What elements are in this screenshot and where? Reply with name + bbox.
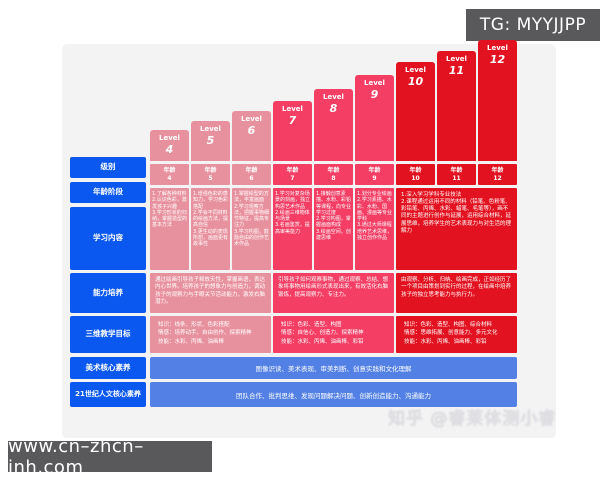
row-label-c21: 21世纪人文核心素养 <box>70 382 146 407</box>
level-word: Level <box>241 115 262 123</box>
level-number: 6 <box>247 123 256 137</box>
age-cell-4: 年龄 4 <box>150 164 189 185</box>
age-value: 9 <box>372 174 377 182</box>
level-number: 12 <box>489 52 506 66</box>
ability-cell-7-9: 引导孩子如何观察事物，通过观察、总结、想象将事物用绘画形式表现出来，有效活化右脑… <box>273 273 394 313</box>
content-cell-5: 1.增强色彩的感知力，学习色彩搭配 2.学会不同材料的绘画方法，提高自信 3.更… <box>191 188 230 270</box>
ability-cell-4-6: 通过绘画引导孩子释放天性，掌握画语，表达内心世界。培养孩子的想象力与创造力，调动… <box>150 273 271 313</box>
row-label-level: 级别 <box>70 157 146 178</box>
level-column-9: Level 9 <box>355 75 394 161</box>
age-cell-5: 年龄 5 <box>191 164 230 185</box>
age-word: 年龄 <box>368 166 381 174</box>
level-column-11: Level 11 <box>437 51 476 161</box>
content-cell-7: 1.学习对复杂场景的刻画，独立构思艺术作品 2.绘画三维物体与场景 3.名画鉴赏… <box>273 188 312 270</box>
level-number: 4 <box>165 142 174 156</box>
content-cell-8: 1.接触创意素描、水粉、彩铅等课程，向专业学习过度 2.学习构图，掌握画面构成 … <box>314 188 353 270</box>
age-word: 年龄 <box>163 166 176 174</box>
level-number: 5 <box>206 133 215 147</box>
tg-contact-badge: TG: MYYJJPP <box>466 9 600 41</box>
c21-literacy-bar: 团队合作、批判思维、发现问题解决问题、创新创造能力、沟通能力 <box>150 382 517 407</box>
age-cell-6: 年龄 6 <box>232 164 271 185</box>
age-value: 10 <box>411 174 420 182</box>
level-word: Level <box>364 79 385 87</box>
level-column-10: Level 10 <box>396 62 435 161</box>
row-label-art-core: 美术核心素养 <box>70 357 146 379</box>
level-column-12: Level 12 <box>478 40 517 161</box>
level-number: 7 <box>288 113 297 127</box>
age-word: 年龄 <box>450 166 463 174</box>
content-cell-10-12: 1.深入学习学科专业技法 2.课程通过运用不同的材料（铅笔、色粉笔、彩铅笔、丙烯… <box>396 188 517 270</box>
level-column-5: Level 5 <box>191 121 230 161</box>
level-column-8: Level 8 <box>314 89 353 161</box>
age-cell-8: 年龄 8 <box>314 164 353 185</box>
level-column-6: Level 6 <box>232 111 271 161</box>
age-word: 年龄 <box>409 166 422 174</box>
content-cell-4: 1.了解各种材料 2.认识色彩，激发孩子兴趣 3.学习形状的归纳，掌握造型的基本… <box>150 188 189 270</box>
level-number: 11 <box>448 63 465 77</box>
content-cell-9: 1.划分专业绘画 2.学习素描、水彩、水粉、国画、漫画等专业学科 3.通过大师课… <box>355 188 394 270</box>
row-label-age: 年龄阶段 <box>70 182 146 203</box>
curriculum-chart-card: 级别 年龄阶段 学习内容 能力培养 三维教学目标 美术核心素养 21世纪人文核心… <box>62 40 556 438</box>
age-word: 年龄 <box>286 166 299 174</box>
age-value: 8 <box>331 174 336 182</box>
level-word: Level <box>282 105 303 113</box>
age-cell-9: 年龄 9 <box>355 164 394 185</box>
zhihu-watermark: 知乎 @睿莱体测小睿 <box>388 409 557 429</box>
age-word: 年龄 <box>245 166 258 174</box>
level-word: Level <box>487 44 508 52</box>
age-word: 年龄 <box>204 166 217 174</box>
level-number: 8 <box>329 101 338 115</box>
age-cell-7: 年龄 7 <box>273 164 312 185</box>
age-value: 4 <box>167 174 172 182</box>
goals-cell-10-12: 知识：色彩、造型、构图、综合材料 情感：思维拓展、创意能力、多元文化 技能：水彩… <box>396 316 517 353</box>
content-cell-6: 1.掌握绘型的方法，丰富画面 2.学习观察方法，把握事物细节特征，提高专注力 3… <box>232 188 271 270</box>
age-value: 12 <box>493 174 502 182</box>
level-number: 10 <box>407 74 424 88</box>
goals-cell-4-6: 知识：线条、形状、色彩搭配 情感：培养动手、自由创作、探索精神 技能：水彩、丙烯… <box>150 316 271 353</box>
row-label-ability: 能力培养 <box>70 273 146 313</box>
age-value: 7 <box>290 174 295 182</box>
level-word: Level <box>323 93 344 101</box>
row-label-goals: 三维教学目标 <box>70 316 146 353</box>
level-word: Level <box>159 134 180 142</box>
age-word: 年龄 <box>491 166 504 174</box>
ability-cell-10-12: 由观察、分析、归纳、绘画完成，正如经历了一个项目由策划到实行的过程，在绘画中培养… <box>396 273 517 313</box>
row-label-content: 学习内容 <box>70 207 146 270</box>
age-word: 年龄 <box>327 166 340 174</box>
level-column-4: Level 4 <box>150 130 189 161</box>
art-core-literacy-bar: 图像识读、美术表现、审美判断、创意实践和文化理解 <box>150 357 517 379</box>
level-word: Level <box>200 125 221 133</box>
age-cell-10: 年龄 10 <box>396 164 435 185</box>
age-value: 6 <box>249 174 254 182</box>
age-value: 5 <box>208 174 213 182</box>
age-cell-11: 年龄 11 <box>437 164 476 185</box>
level-word: Level <box>446 55 467 63</box>
goals-cell-7-9: 知识：色彩、造型、构图 情感：自信心、创造力、探索精神 技能：水彩、丙烯、油画棒… <box>273 316 394 353</box>
age-value: 11 <box>452 174 461 182</box>
website-url-badge: www.cn–zhcn–jnh.com <box>8 436 212 478</box>
level-number: 9 <box>370 87 379 101</box>
age-cell-12: 年龄 12 <box>478 164 517 185</box>
level-word: Level <box>405 66 426 74</box>
level-column-7: Level 7 <box>273 101 312 161</box>
